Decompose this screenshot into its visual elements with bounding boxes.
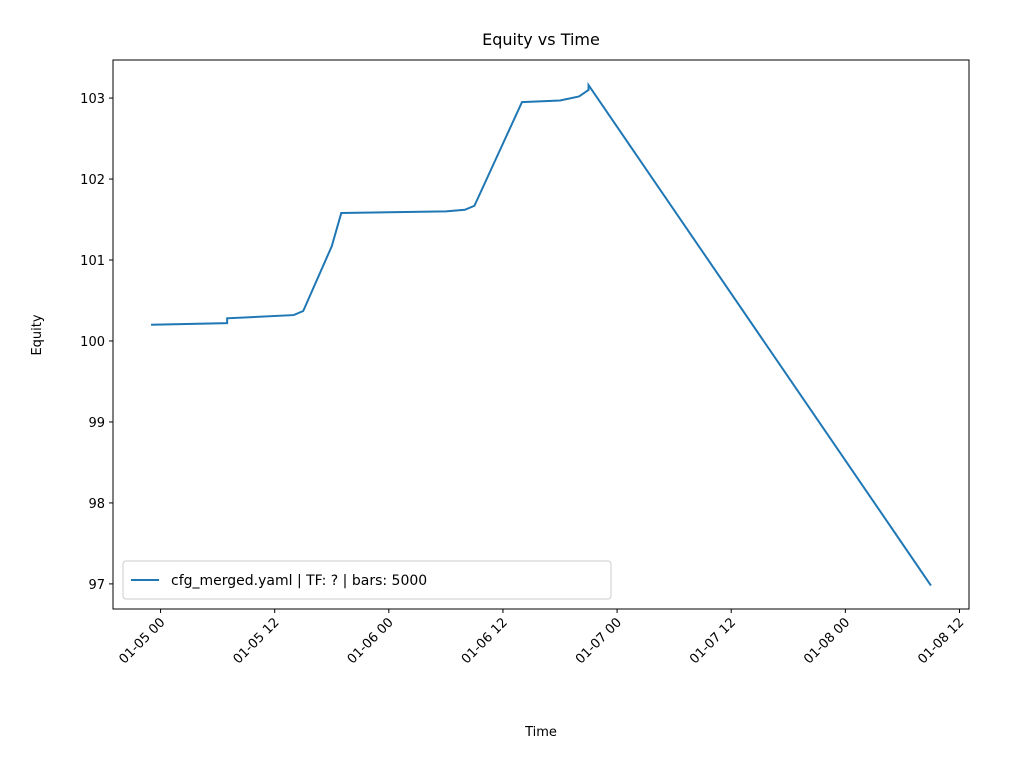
plot-frame	[112, 59, 970, 610]
y-tick-label: 98	[88, 497, 105, 512]
y-tick-label: 103	[80, 92, 105, 107]
chart-title: Equity vs Time	[482, 30, 600, 49]
y-tick-label: 99	[88, 416, 105, 431]
line	[151, 81, 932, 587]
y-axis-label: Equity	[30, 314, 45, 355]
legend-box	[122, 560, 612, 600]
y-tick-label: 102	[80, 173, 105, 188]
y-tick-label: 100	[80, 335, 105, 350]
y-tick-label: 97	[88, 578, 105, 593]
x-axis-label: Time	[524, 725, 557, 740]
y-tick-label: 101	[80, 254, 105, 269]
legend-label: cfg_merged.yaml | TF: ? | bars: 5000	[171, 573, 427, 589]
